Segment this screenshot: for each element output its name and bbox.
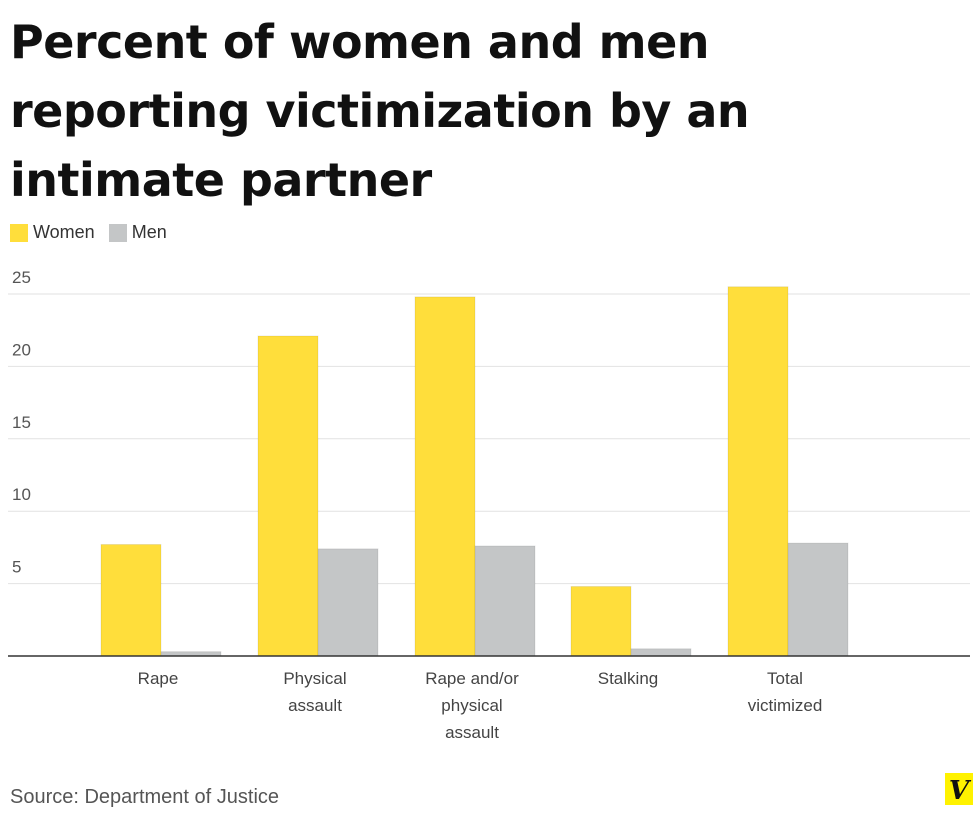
category-label-line: victimized <box>748 696 823 715</box>
category-label-line: Total <box>767 669 803 688</box>
legend-swatch-men <box>108 223 127 242</box>
bar-chart: 5 10 15 20 25 Rape Physical assault Rape and/or p… <box>8 268 970 742</box>
bar-women-0 <box>100 544 162 657</box>
category-label-line: Stalking <box>598 669 658 688</box>
bar-men-1 <box>317 548 379 657</box>
legend-label-men: Men <box>131 222 167 242</box>
category-label-line: Rape <box>138 669 179 688</box>
category-label-1: Physical assault <box>283 669 346 715</box>
legend-item-men: Men <box>108 222 167 243</box>
category-label-0: Rape <box>138 669 179 688</box>
category-label-line: Rape and/or <box>425 669 519 688</box>
bar-women-1 <box>257 335 319 657</box>
logo-letter: V <box>949 776 972 805</box>
y-tick-label-10: 10 <box>12 485 31 504</box>
bar-women-2 <box>414 296 476 657</box>
bar-men-4 <box>787 542 849 657</box>
bar-men-3 <box>630 648 692 657</box>
category-label-line: assault <box>288 696 342 715</box>
bar-women-4 <box>727 286 789 657</box>
y-tick-label-5: 5 <box>12 558 21 577</box>
y-tick-label-20: 20 <box>12 340 31 359</box>
vox-logo: V <box>945 773 973 805</box>
category-label-3: Stalking <box>598 669 658 688</box>
chart-title: Percent of women and men reporting victi… <box>10 15 750 207</box>
category-label-line: Physical <box>283 669 346 688</box>
legend: Women Men <box>10 222 167 243</box>
legend-item-women: Women <box>10 222 95 243</box>
bar-women-3 <box>570 585 632 657</box>
legend-label-women: Women <box>33 222 95 242</box>
y-tick-label-25: 25 <box>12 268 31 287</box>
y-tick-label-15: 15 <box>12 413 31 432</box>
category-label-2: Rape and/or physical assault <box>425 669 519 742</box>
category-label-line: physical <box>441 696 502 715</box>
source-note: Source: Department of Justice <box>10 786 280 808</box>
category-label-4: Total victimized <box>748 669 823 715</box>
category-label-line: assault <box>445 723 499 742</box>
bar-men-2 <box>474 545 536 657</box>
legend-swatch-women <box>10 223 28 242</box>
logo-background <box>945 773 973 805</box>
